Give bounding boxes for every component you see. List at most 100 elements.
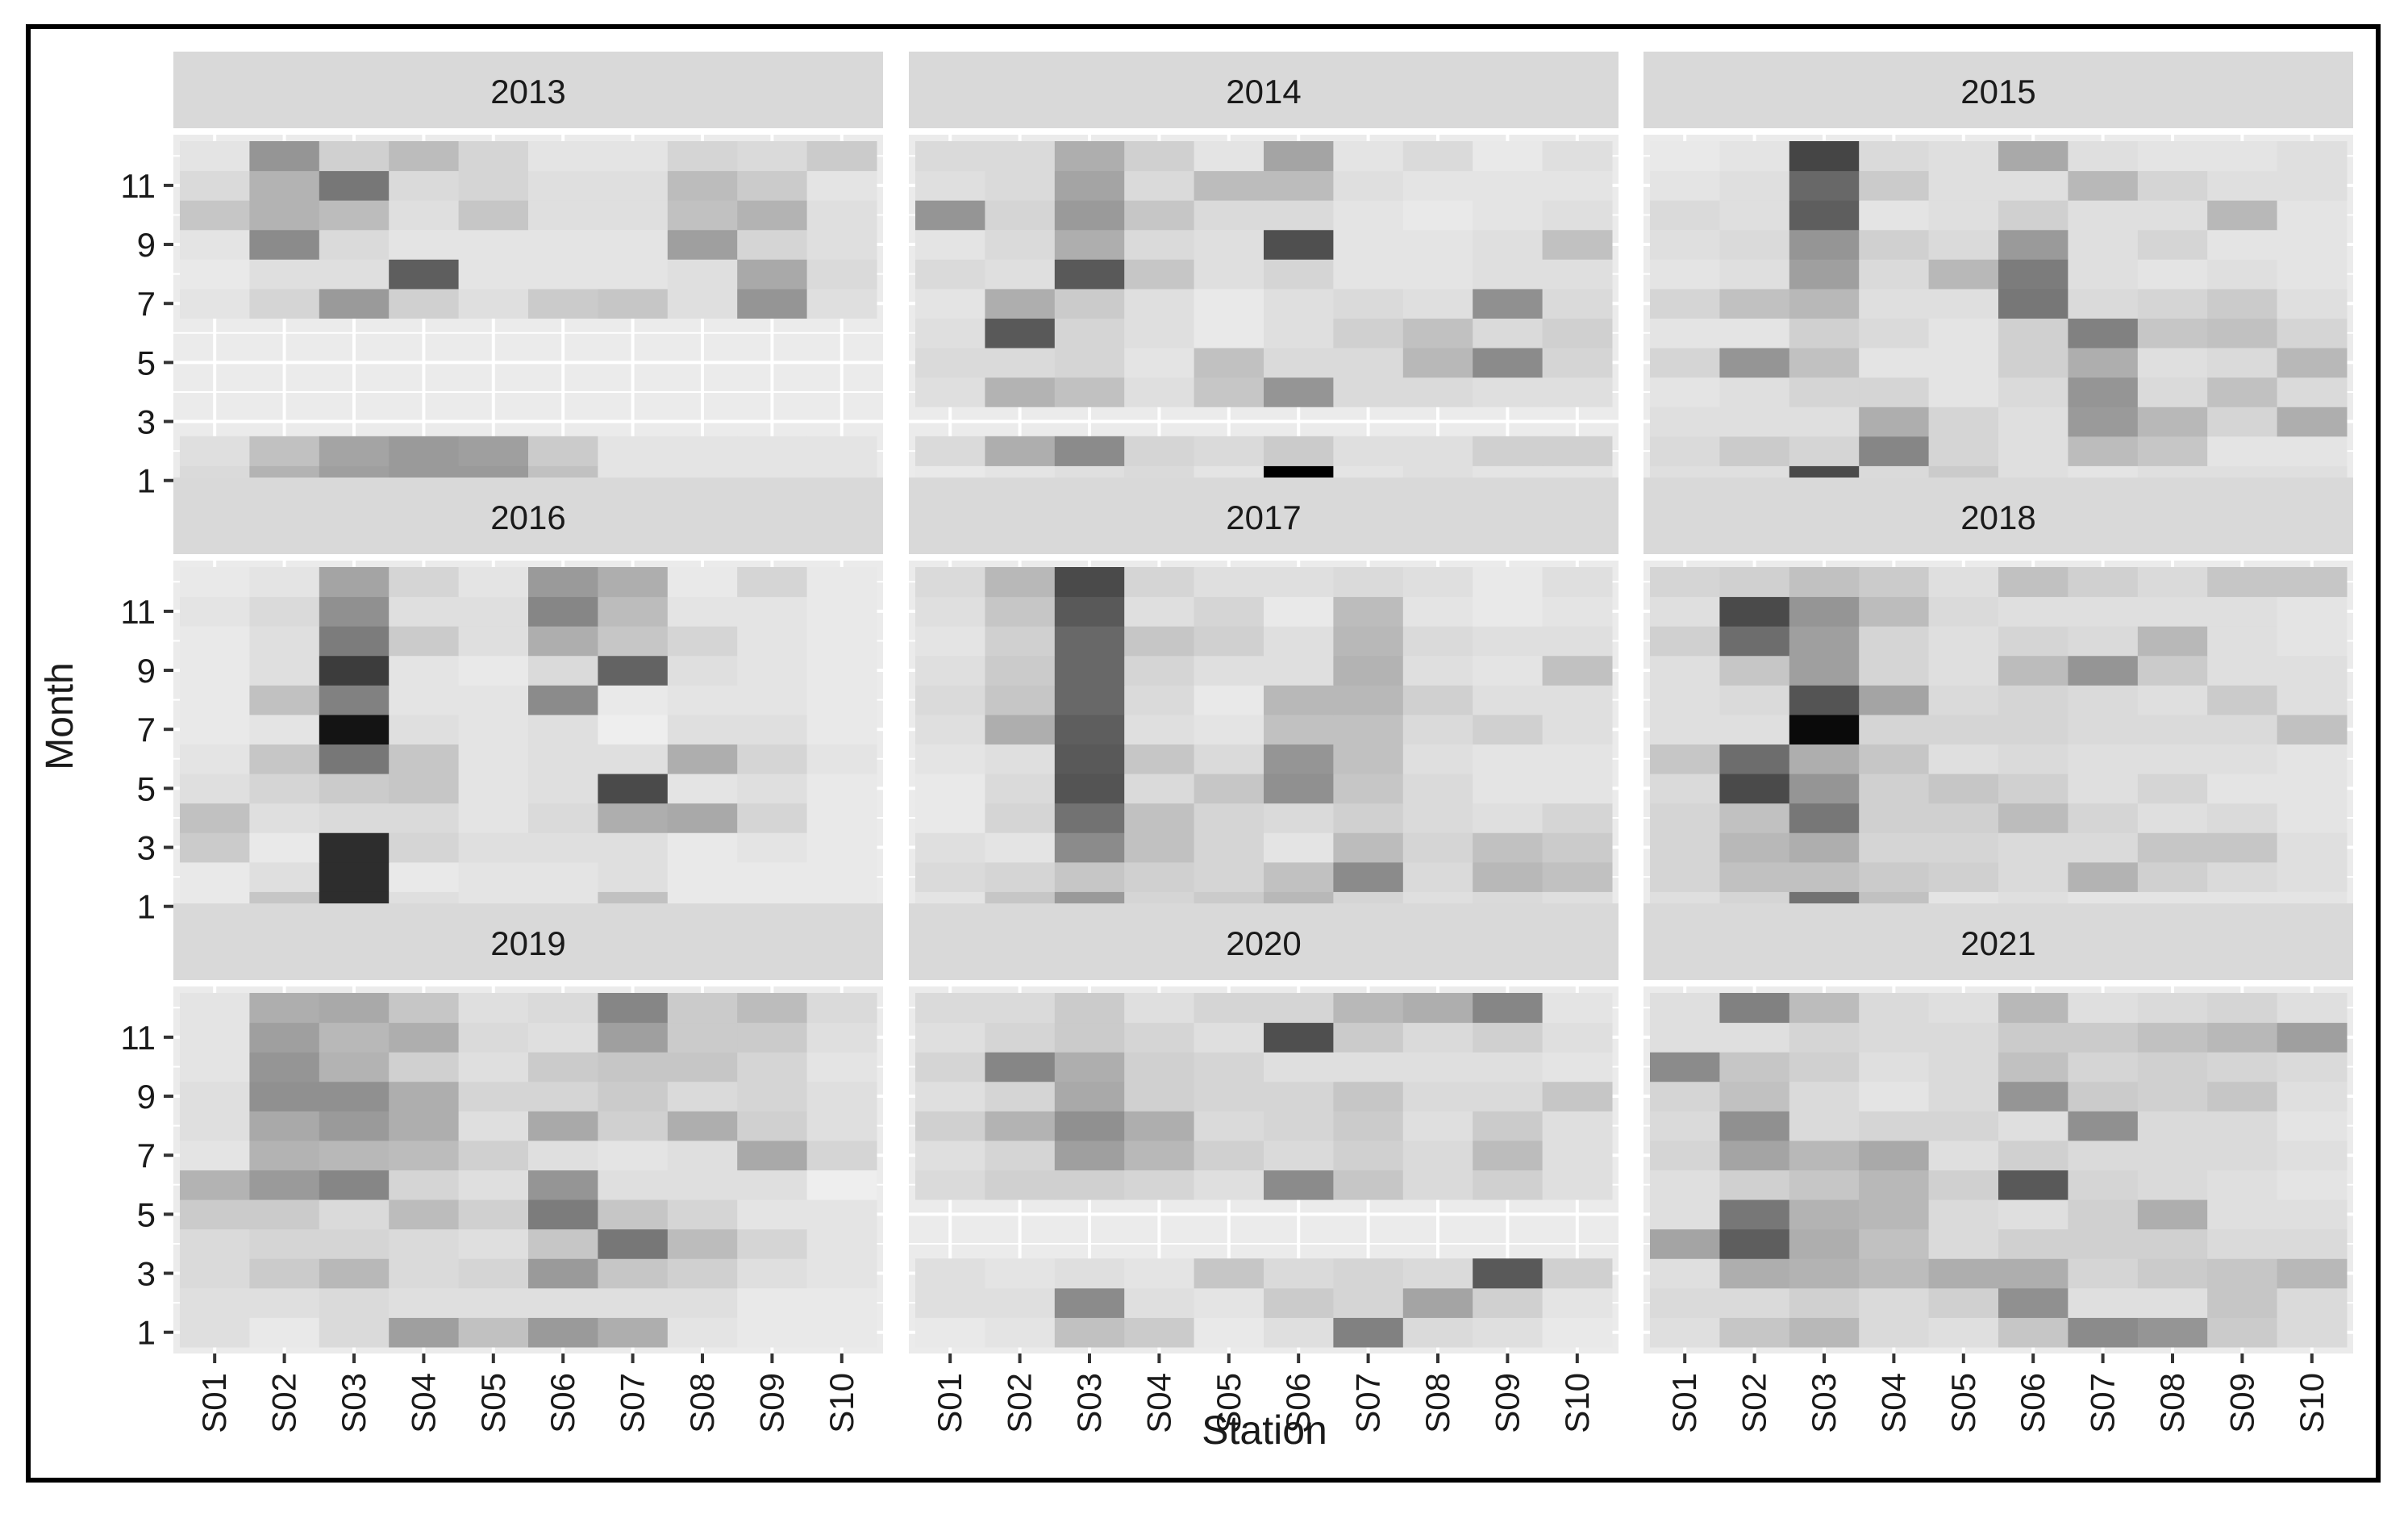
heatmap-tile: [1054, 1170, 1125, 1200]
heatmap-tile: [2137, 1081, 2208, 1112]
heatmap-tile: [1650, 567, 1720, 598]
x-tick-label: S01: [195, 1373, 233, 1433]
heatmap-tile: [598, 170, 669, 201]
heatmap-tile: [1402, 626, 1473, 657]
heatmap-tile: [458, 229, 529, 260]
heatmap-tile: [1264, 288, 1334, 319]
heatmap-tile: [1998, 744, 2068, 774]
facet-strip: [1644, 903, 2353, 980]
heatmap-tile: [389, 744, 460, 774]
heatmap-tile: [2137, 774, 2208, 804]
heatmap-tile: [1333, 200, 1404, 231]
heatmap-tile: [1650, 1081, 1720, 1112]
facet-strip: [909, 478, 1619, 554]
heatmap-tile: [667, 993, 738, 1024]
facet-panel-2020: 2020 S01 S02 S03 S04 S05 S06 S07 S08 S09 S10: [909, 903, 1619, 1433]
heatmap-tile: [737, 861, 808, 892]
heatmap-tile: [1402, 774, 1473, 804]
heatmap-tile: [180, 993, 250, 1024]
heatmap-tile: [1719, 685, 1790, 715]
heatmap-tile: [1333, 1317, 1404, 1348]
heatmap-tile: [2068, 803, 2139, 833]
heatmap-tile: [1194, 832, 1264, 863]
heatmap-tile: [2068, 861, 2139, 892]
y-tick-label: 9: [137, 652, 156, 690]
y-tick-label: 9: [137, 226, 156, 264]
y-tick-label: 11: [120, 1019, 156, 1057]
heatmap-tile: [1650, 596, 1720, 627]
heatmap-tile: [1333, 1022, 1404, 1053]
heatmap-tile: [1928, 774, 1999, 804]
heatmap-tile: [985, 993, 1056, 1024]
heatmap-tile: [1542, 1140, 1613, 1170]
heatmap-tile: [1928, 861, 1999, 892]
heatmap-tile: [1333, 1081, 1404, 1112]
heatmap-tile: [1473, 774, 1544, 804]
heatmap-tile: [806, 141, 877, 172]
heatmap-tile: [1719, 993, 1790, 1024]
heatmap-tile: [389, 1170, 460, 1200]
heatmap-tile: [2137, 259, 2208, 290]
heatmap-tile: [1264, 1111, 1334, 1141]
heatmap-tile: [528, 1170, 598, 1200]
heatmap-tile: [737, 774, 808, 804]
heatmap-tile: [667, 774, 738, 804]
heatmap-tile: [2068, 1317, 2139, 1348]
heatmap-tile: [806, 744, 877, 774]
heatmap-tile: [1194, 1258, 1264, 1289]
heatmap-tile: [985, 1140, 1056, 1170]
heatmap-tile: [2137, 1052, 2208, 1082]
heatmap-tile: [1859, 861, 1930, 892]
heatmap-tile: [915, 1111, 985, 1141]
heatmap-tile: [2068, 170, 2139, 201]
heatmap-tile: [1264, 1140, 1334, 1170]
heatmap-tile: [1264, 229, 1334, 260]
heatmap-tile: [1333, 229, 1404, 260]
facet-strip: [173, 52, 883, 128]
heatmap-tile: [2207, 1081, 2278, 1112]
heatmap-tile: [1859, 1081, 1930, 1112]
heatmap-tile: [806, 170, 877, 201]
heatmap-tile: [806, 803, 877, 833]
heatmap-tile: [528, 655, 598, 686]
heatmap-tile: [1789, 1317, 1860, 1348]
heatmap-tile: [1859, 1287, 1930, 1318]
heatmap-tile: [319, 1140, 390, 1170]
heatmap-tile: [1719, 1052, 1790, 1082]
heatmap-tile: [1402, 1081, 1473, 1112]
heatmap-tile: [915, 200, 985, 231]
heatmap-tile: [528, 1287, 598, 1318]
heatmap-tile: [319, 714, 390, 744]
heatmap-tile: [667, 259, 738, 290]
heatmap-tile: [1859, 832, 1930, 863]
x-tick-label: S06: [544, 1373, 581, 1433]
heatmap-tile: [1789, 436, 1860, 466]
heatmap-tile: [737, 170, 808, 201]
heatmap-tile: [1650, 436, 1720, 466]
heatmap-tile: [915, 377, 985, 407]
heatmap-tile: [667, 288, 738, 319]
heatmap-tile: [180, 259, 250, 290]
heatmap-tile: [1719, 1022, 1790, 1053]
heatmap-tile: [1333, 1140, 1404, 1170]
heatmap-tile: [2207, 714, 2278, 744]
heatmap-tile: [1542, 861, 1613, 892]
heatmap-tile: [249, 1287, 320, 1318]
heatmap-tile: [1473, 1081, 1544, 1112]
heatmap-tile: [915, 774, 985, 804]
x-tick-label: S07: [2084, 1373, 2122, 1433]
heatmap-tile: [985, 1111, 1056, 1141]
x-tick-label: S10: [2293, 1373, 2331, 1433]
heatmap-tile: [985, 141, 1056, 172]
heatmap-tile: [458, 714, 529, 744]
heatmap-tile: [985, 348, 1056, 378]
heatmap-tile: [806, 993, 877, 1024]
heatmap-tile: [1859, 1258, 1930, 1289]
heatmap-tile: [1789, 288, 1860, 319]
heatmap-tile: [1928, 1228, 1999, 1259]
heatmap-tile: [2277, 567, 2348, 598]
heatmap-tile: [1542, 1081, 1613, 1112]
heatmap-tile: [1650, 1140, 1720, 1170]
heatmap-tile: [737, 1111, 808, 1141]
heatmap-tile: [249, 1140, 320, 1170]
